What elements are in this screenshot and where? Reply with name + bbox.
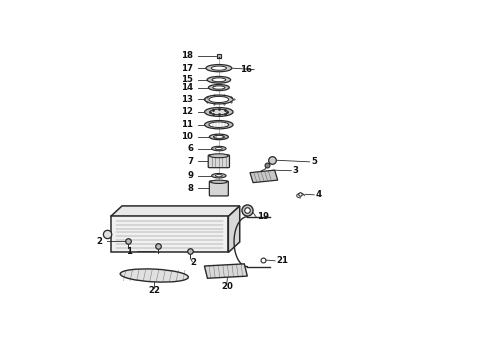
Text: 2: 2	[191, 258, 196, 267]
Text: 15: 15	[181, 75, 193, 84]
Text: 6: 6	[187, 144, 193, 153]
Text: 5: 5	[311, 157, 317, 166]
Text: 10: 10	[181, 132, 193, 141]
Text: 7: 7	[187, 157, 193, 166]
Ellipse shape	[120, 269, 188, 282]
Ellipse shape	[216, 148, 222, 150]
Polygon shape	[250, 170, 278, 183]
Ellipse shape	[209, 154, 228, 158]
Polygon shape	[111, 206, 240, 216]
Ellipse shape	[207, 76, 231, 83]
Text: 2: 2	[96, 237, 102, 246]
Polygon shape	[228, 206, 240, 252]
Ellipse shape	[213, 86, 225, 89]
Text: 17: 17	[181, 64, 193, 73]
Polygon shape	[204, 264, 247, 278]
Text: 9: 9	[187, 171, 193, 180]
Ellipse shape	[206, 64, 232, 72]
Ellipse shape	[205, 121, 233, 129]
Ellipse shape	[208, 85, 229, 91]
FancyBboxPatch shape	[208, 155, 229, 168]
Ellipse shape	[205, 95, 233, 104]
Ellipse shape	[211, 66, 226, 70]
Text: 19: 19	[257, 212, 269, 221]
Text: 18: 18	[181, 51, 193, 60]
Ellipse shape	[209, 96, 229, 103]
Ellipse shape	[212, 146, 226, 151]
Ellipse shape	[216, 175, 222, 177]
Text: 8: 8	[187, 184, 193, 193]
Text: 21: 21	[276, 256, 289, 265]
FancyBboxPatch shape	[209, 181, 228, 196]
Ellipse shape	[212, 174, 226, 178]
Ellipse shape	[209, 134, 228, 140]
Text: 13: 13	[181, 95, 193, 104]
Ellipse shape	[103, 230, 112, 239]
Ellipse shape	[209, 122, 229, 127]
Ellipse shape	[210, 109, 228, 115]
Text: 14: 14	[181, 83, 193, 92]
Text: 20: 20	[221, 282, 233, 291]
Text: 11: 11	[181, 120, 193, 129]
Text: 16: 16	[240, 65, 252, 74]
Text: 22: 22	[148, 286, 160, 295]
Ellipse shape	[211, 180, 227, 184]
Ellipse shape	[212, 78, 226, 82]
Text: 3: 3	[293, 166, 299, 175]
Text: 12: 12	[181, 107, 193, 116]
Text: 1: 1	[126, 247, 132, 256]
Text: 4: 4	[316, 190, 322, 199]
FancyBboxPatch shape	[111, 216, 228, 252]
Ellipse shape	[205, 108, 233, 116]
Ellipse shape	[214, 135, 224, 138]
